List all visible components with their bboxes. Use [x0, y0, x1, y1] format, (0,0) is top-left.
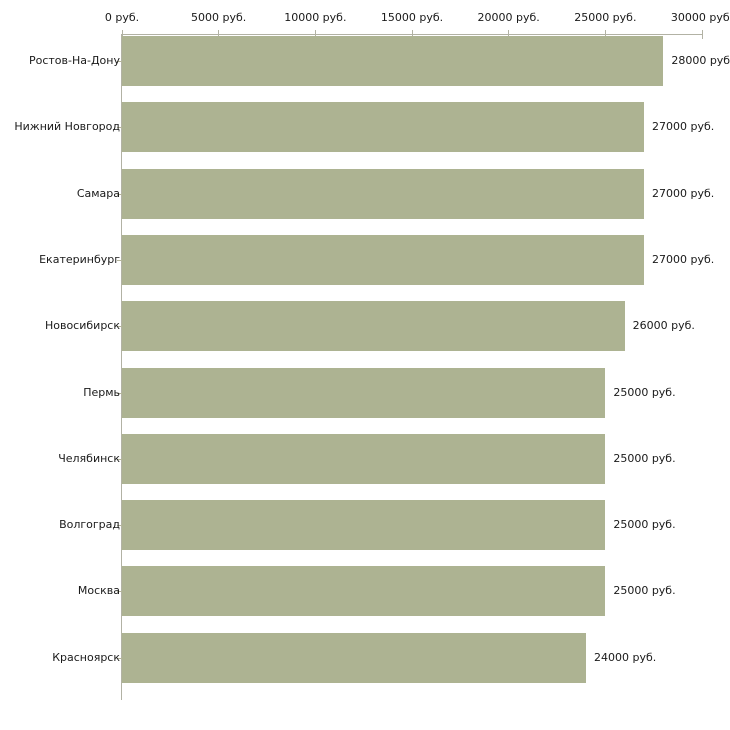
category-axis-tick: [117, 525, 122, 526]
bar-value-label: 27000 руб.: [652, 186, 715, 200]
category-label: Екатеринбург: [39, 252, 120, 266]
bar[interactable]: [122, 632, 586, 683]
value-axis-tick-label: 25000 руб.: [574, 11, 637, 24]
category-axis-tick: [117, 658, 122, 659]
value-axis-tick-label: 5000 руб.: [191, 11, 247, 24]
category-axis-tick: [117, 61, 122, 62]
bar[interactable]: [122, 301, 625, 352]
category-label: Ростов-На-Дону: [28, 54, 120, 67]
category-axis-tick: [117, 260, 122, 261]
category-label: Москва: [77, 584, 120, 598]
bar-value-label: 25000 руб.: [613, 584, 676, 598]
category-label: Волгоград: [59, 518, 120, 532]
category-axis-tick: [117, 591, 122, 592]
category-axis-tick: [117, 393, 122, 394]
category-axis-line: [121, 34, 122, 700]
bar[interactable]: [122, 168, 644, 219]
category-label: Самара: [76, 186, 120, 200]
bar[interactable]: [122, 367, 606, 418]
bar-value-label: 25000 руб.: [613, 451, 676, 465]
bar[interactable]: [122, 102, 644, 153]
category-label: Пермь: [83, 385, 120, 399]
bar-value-label: 25000 руб.: [613, 518, 676, 532]
category-label: Красноярск: [52, 650, 120, 664]
value-axis-tick: [604, 30, 606, 39]
value-axis-tick-label: 0 руб.: [104, 11, 140, 24]
value-axis-tick: [411, 30, 413, 39]
value-axis-tick: [314, 30, 316, 39]
category-axis-tick: [117, 326, 122, 327]
category-label: Новосибирск: [44, 319, 120, 333]
value-axis-tick-label: 10000 руб.: [284, 11, 347, 24]
bar-value-label: 26000 руб.: [632, 319, 695, 333]
category-axis-tick: [117, 459, 122, 460]
value-axis-tick-label: 30000 руб.: [670, 11, 730, 24]
value-axis-tick: [508, 30, 510, 39]
value-axis-tick: [701, 30, 703, 39]
category-label: Нижний Новгород: [14, 120, 120, 134]
category-axis-tick: [117, 127, 122, 128]
bar[interactable]: [122, 500, 606, 551]
bar-value-label: 25000 руб.: [613, 385, 676, 399]
bar-value-label: 24000 руб.: [594, 650, 657, 664]
bar[interactable]: [122, 433, 606, 484]
bar-value-label: 27000 руб.: [652, 252, 715, 266]
category-axis-tick: [117, 194, 122, 195]
value-axis-tick: [121, 30, 123, 39]
bar-value-label: 28000 руб.: [671, 54, 730, 67]
category-label: Челябинск: [58, 451, 120, 465]
value-axis-tick: [218, 30, 220, 39]
bar[interactable]: [122, 234, 644, 285]
bar[interactable]: [122, 566, 606, 617]
bar[interactable]: [122, 36, 664, 86]
value-axis-tick-label: 15000 руб.: [380, 11, 444, 24]
value-axis-tick-label: 20000 руб.: [477, 11, 540, 24]
bar-value-label: 27000 руб.: [652, 120, 715, 134]
